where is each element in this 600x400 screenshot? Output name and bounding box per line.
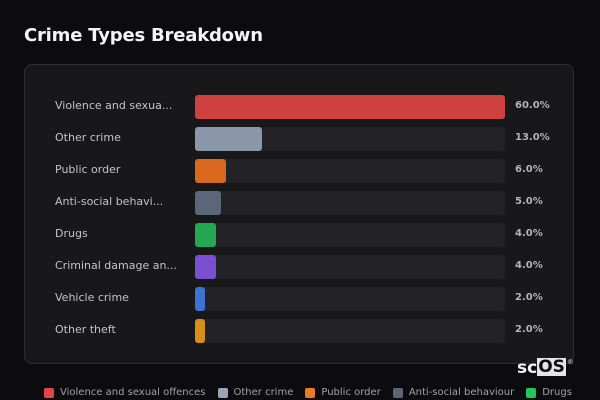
bar-row: Drugs 4.0%: [25, 223, 573, 247]
legend-item[interactable]: Anti-social behaviour: [392, 387, 515, 398]
bar-value: 2.0%: [515, 324, 543, 335]
bar-label: Drugs: [55, 227, 88, 240]
bar-row: Other theft 2.0%: [25, 319, 573, 343]
bar[interactable]: [195, 95, 505, 119]
bar-value: 2.0%: [515, 292, 543, 303]
legend-label: Other crime: [233, 387, 294, 398]
legend-swatch-icon: [526, 387, 537, 398]
bar-value: 60.0%: [515, 100, 550, 111]
chart-legend: Violence and sexual offences Other crime…: [44, 387, 572, 398]
bar-value: 5.0%: [515, 196, 543, 207]
bar[interactable]: [195, 223, 216, 247]
bar[interactable]: [195, 191, 221, 215]
bar-label: Vehicle crime: [55, 291, 129, 304]
registered-mark-icon: ®: [566, 358, 574, 366]
bar-value: 6.0%: [515, 164, 543, 175]
scos-logo: sc OS ®: [517, 358, 574, 378]
bar-row: Other crime 13.0%: [25, 127, 573, 151]
bar-row: Public order 6.0%: [25, 159, 573, 183]
bar-label: Other crime: [55, 131, 121, 144]
legend-item[interactable]: Public order: [305, 387, 381, 398]
bar-value: 4.0%: [515, 260, 543, 271]
bar-track: [195, 127, 505, 151]
legend-item[interactable]: Other crime: [217, 387, 294, 398]
legend-swatch-icon: [44, 387, 54, 398]
bar-value: 4.0%: [515, 228, 543, 239]
legend-label: Drugs: [542, 387, 572, 398]
bar[interactable]: [195, 127, 263, 151]
legend-label: Public order: [321, 387, 381, 398]
legend-item[interactable]: Drugs: [526, 387, 572, 398]
legend-label: Violence and sexual offences: [60, 387, 206, 398]
bar[interactable]: [195, 255, 216, 279]
legend-label: Anti-social behaviour: [408, 387, 515, 398]
bar-track: [195, 319, 505, 343]
bar-track: [195, 159, 505, 183]
chart-card: Violence and sexua... 60.0% Other crime …: [24, 64, 574, 364]
legend-swatch-icon: [392, 387, 403, 398]
legend-swatch-icon: [305, 387, 316, 398]
bar-track: [195, 223, 505, 247]
bar-label: Violence and sexua...: [55, 99, 173, 112]
bar-row: Vehicle crime 2.0%: [25, 287, 573, 311]
chart-title: Crime Types Breakdown: [24, 25, 263, 46]
bar[interactable]: [195, 159, 226, 183]
bar-label: Anti-social behavi...: [55, 195, 164, 208]
bar-row: Anti-social behavi... 5.0%: [25, 191, 573, 215]
bar[interactable]: [195, 319, 206, 343]
bar-row: Criminal damage an... 4.0%: [25, 255, 573, 279]
bar-label: Public order: [55, 163, 121, 176]
logo-sc: sc: [517, 358, 538, 378]
bar-track: [195, 95, 505, 119]
logo-os: OS: [537, 357, 566, 377]
bar-label: Criminal damage an...: [55, 259, 177, 272]
bar-row: Violence and sexua... 60.0%: [25, 95, 573, 119]
bar-track: [195, 287, 505, 311]
legend-item[interactable]: Violence and sexual offences: [44, 387, 206, 398]
bar[interactable]: [195, 287, 206, 311]
bar-label: Other theft: [55, 323, 116, 336]
legend-swatch-icon: [217, 387, 228, 398]
bar-value: 13.0%: [515, 132, 550, 143]
bar-track: [195, 191, 505, 215]
bar-track: [195, 255, 505, 279]
